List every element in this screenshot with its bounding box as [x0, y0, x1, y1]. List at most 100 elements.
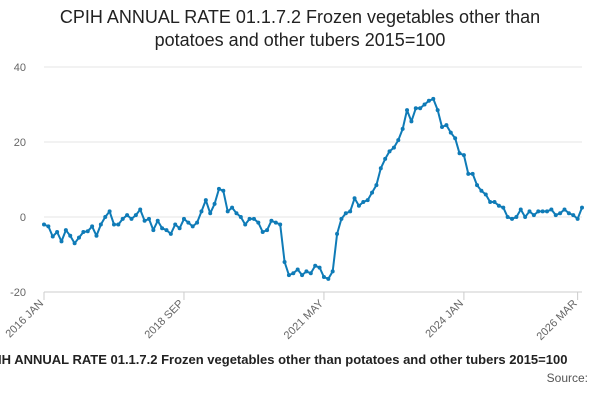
data-point	[103, 215, 108, 219]
data-point	[496, 203, 501, 208]
data-point	[378, 166, 383, 171]
y-tick-label: 0	[20, 212, 26, 224]
data-point	[129, 216, 134, 221]
data-point	[181, 216, 186, 221]
data-point	[505, 215, 510, 219]
data-point	[361, 200, 366, 204]
data-point	[400, 126, 405, 131]
data-point	[256, 220, 261, 225]
chart-title-line-2: potatoes and other tubers 2015=100	[154, 30, 446, 50]
data-point	[164, 228, 169, 233]
data-point	[321, 275, 326, 279]
data-point	[230, 205, 235, 210]
data-point	[335, 231, 340, 236]
data-point	[435, 108, 440, 113]
data-point	[168, 231, 173, 236]
data-point	[208, 211, 213, 216]
data-point	[63, 228, 68, 233]
data-point	[444, 123, 449, 128]
data-point	[146, 216, 151, 221]
data-point	[470, 171, 475, 176]
data-point	[151, 228, 156, 233]
data-point	[234, 211, 239, 216]
x-tick-label: 2018 SEP	[143, 298, 187, 342]
data-point	[120, 216, 125, 221]
data-point	[440, 125, 445, 129]
gridlines	[44, 66, 582, 293]
data-point	[308, 271, 313, 276]
data-point	[510, 216, 515, 221]
data-point	[295, 267, 300, 272]
data-point	[195, 220, 200, 225]
data-point	[90, 224, 95, 229]
data-point	[286, 273, 291, 278]
data-point	[479, 188, 484, 193]
data-point	[76, 235, 81, 240]
data-point	[98, 222, 103, 227]
data-point	[457, 151, 462, 156]
chart-title: CPIH ANNUAL RATE 01.1.7.2 Frozen vegetab…	[0, 6, 600, 52]
data-point	[413, 106, 418, 111]
data-point	[562, 207, 567, 212]
data-point	[116, 222, 121, 227]
data-point	[260, 230, 265, 234]
series-plot	[42, 96, 584, 281]
x-axis: 2016 JAN 2018 SEP 2021 MAY 2024 JAN 2026 MAR	[3, 291, 582, 343]
data-point	[155, 218, 160, 223]
source-label: Source:	[546, 371, 588, 385]
data-point	[531, 213, 536, 218]
data-point	[125, 213, 130, 218]
chart-title-line-1: CPIH ANNUAL RATE 01.1.7.2 Frozen vegetab…	[59, 7, 541, 27]
data-point	[461, 153, 466, 158]
data-point	[212, 201, 217, 206]
data-point	[247, 216, 252, 221]
data-point	[396, 138, 401, 143]
data-point	[94, 233, 99, 238]
data-point	[409, 119, 414, 124]
data-point	[422, 102, 427, 107]
y-tick-label: 40	[14, 62, 26, 74]
data-point	[352, 196, 357, 201]
data-point	[278, 222, 283, 227]
data-point	[536, 209, 541, 214]
data-point	[269, 218, 274, 223]
data-point	[343, 211, 348, 216]
data-point	[391, 145, 396, 150]
x-tick-label: 2026 MAR	[535, 298, 580, 343]
data-point	[339, 216, 344, 221]
y-axis: -20 0 20 40	[10, 62, 26, 299]
data-point	[483, 192, 488, 197]
data-point	[501, 205, 506, 210]
data-point	[190, 224, 195, 229]
data-point	[243, 222, 248, 227]
chart-caption: CPIH ANNUAL RATE 01.1.7.2 Frozen vegetab…	[0, 352, 568, 367]
data-point	[453, 136, 458, 141]
data-point	[225, 209, 230, 214]
y-tick-label: -20	[10, 287, 26, 299]
data-point	[142, 218, 147, 223]
data-point	[466, 171, 471, 176]
data-point	[238, 215, 243, 219]
data-point	[177, 226, 182, 231]
data-point	[186, 220, 191, 225]
data-point	[42, 222, 46, 227]
x-tick-label: 2016 JAN	[3, 298, 46, 341]
data-point	[370, 190, 375, 195]
data-point	[383, 156, 388, 161]
x-tick-label: 2024 JAN	[423, 298, 466, 341]
data-point	[304, 269, 309, 274]
data-point	[72, 241, 77, 246]
data-point	[558, 211, 563, 216]
data-point	[313, 263, 318, 268]
data-point	[545, 209, 550, 214]
data-point	[330, 269, 335, 274]
data-point	[68, 233, 73, 238]
data-point	[571, 213, 576, 218]
data-point	[273, 220, 278, 225]
data-point	[81, 230, 86, 234]
data-point	[199, 209, 204, 214]
x-tick-label: 2021 MAY	[282, 297, 327, 342]
data-point	[46, 224, 51, 229]
data-point	[160, 226, 165, 231]
